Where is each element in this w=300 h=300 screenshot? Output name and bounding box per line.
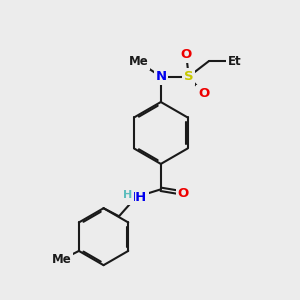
Text: S: S (184, 70, 194, 83)
Text: H: H (123, 190, 132, 200)
Text: Me: Me (52, 253, 72, 266)
Text: N: N (155, 70, 167, 83)
Text: Me: Me (129, 55, 148, 68)
Text: NH: NH (125, 190, 147, 204)
Text: O: O (198, 87, 209, 100)
Text: O: O (181, 48, 192, 61)
Text: Et: Et (227, 55, 241, 68)
Text: O: O (178, 187, 189, 200)
